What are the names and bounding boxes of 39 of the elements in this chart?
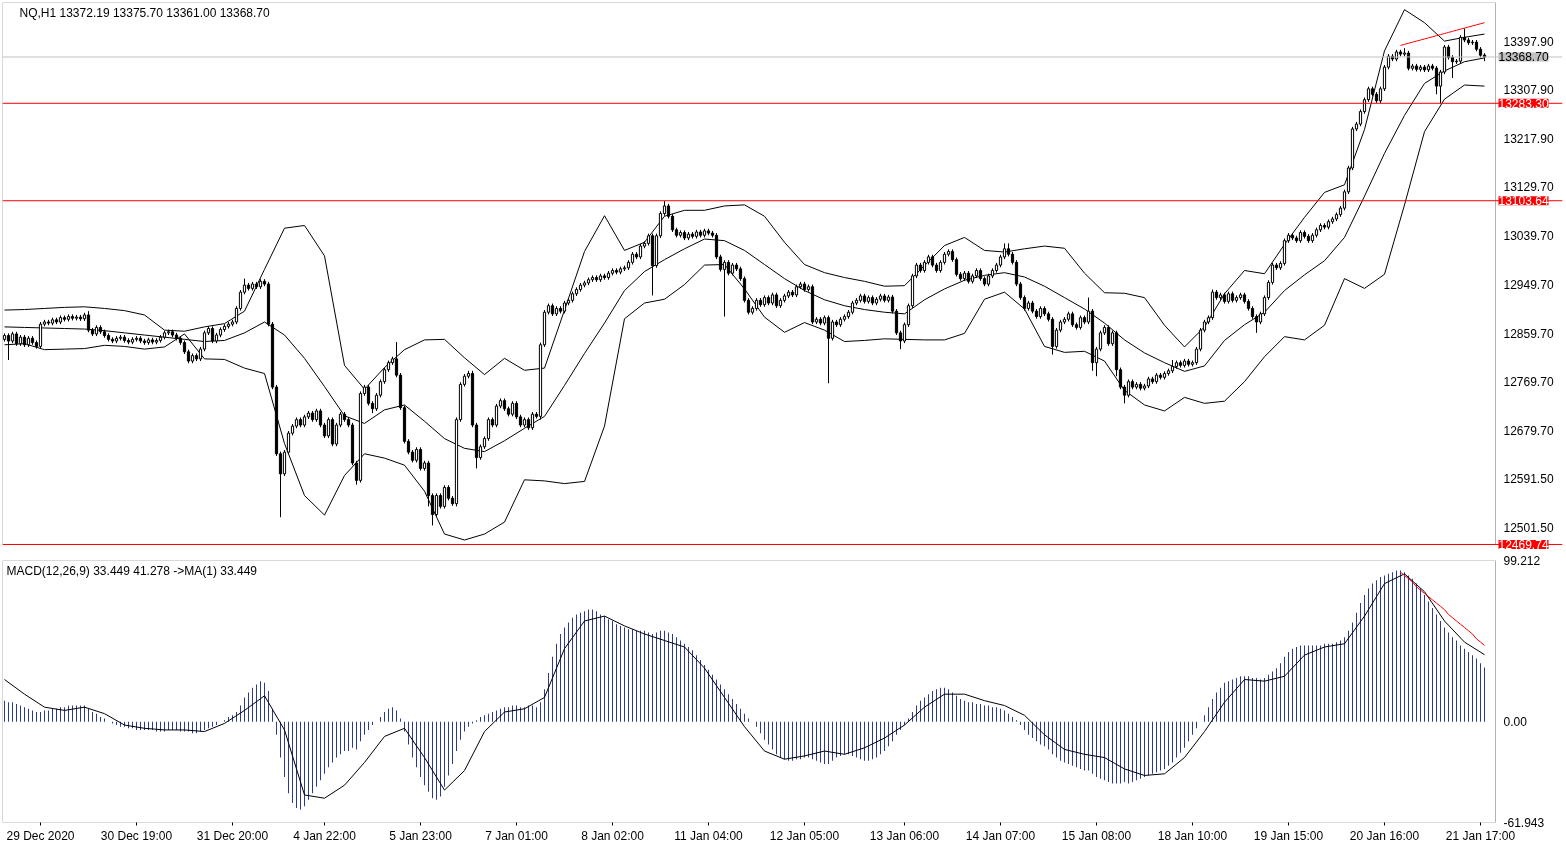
y-tick-label: 99.212 — [1503, 554, 1541, 568]
x-tick-label: 8 Jan 02:00 — [581, 828, 645, 843]
x-tick-label: 12 Jan 05:00 — [769, 828, 840, 843]
y-tick-label: 12949.70 — [1503, 277, 1554, 292]
ref-line-label: 13283.30 — [1498, 96, 1549, 111]
y-tick-label: 12859.70 — [1503, 326, 1554, 341]
x-tick-label: 30 Dec 19:00 — [100, 828, 173, 843]
ref-line-label: 13368.70 — [1498, 50, 1549, 65]
x-tick-label: 4 Jan 22:00 — [293, 828, 357, 843]
y-tick-label: 12679.70 — [1503, 424, 1554, 439]
x-tick-label: 11 Jan 04:00 — [674, 828, 744, 843]
ref-line-label: 13103.64 — [1498, 194, 1549, 209]
x-tick-label: 31 Dec 20:00 — [196, 828, 269, 843]
x-tick-label: 15 Jan 08:00 — [1061, 828, 1132, 843]
y-tick-label: 12769.70 — [1503, 375, 1554, 390]
x-tick-label: 13 Jan 06:00 — [869, 828, 940, 843]
line-series — [1400, 571, 1485, 646]
x-tick-label: 29 Dec 2020 — [6, 828, 75, 843]
line-series — [1400, 22, 1485, 46]
candlestick — [1282, 238, 1287, 267]
x-tick-label: 18 Jan 10:00 — [1157, 828, 1228, 843]
y-tick-label: 12591.50 — [1503, 471, 1554, 486]
y-tick-label: 12501.50 — [1503, 520, 1554, 535]
chart-title: NQ,H1 13372.19 13375.70 13361.00 13368.70 — [19, 5, 271, 20]
x-tick-label: 14 Jan 07:00 — [965, 828, 1036, 843]
y-tick-label: 13039.70 — [1503, 228, 1554, 243]
x-tick-label: 19 Jan 15:00 — [1253, 828, 1324, 843]
y-tick-label: 0.00 — [1503, 715, 1528, 730]
x-tick-label: 5 Jan 23:00 — [389, 828, 453, 843]
y-tick-label: 13307.90 — [1503, 83, 1554, 98]
chart-title: MACD(12,26,9) 33.449 41.278 ->MA(1) 33.449 — [6, 563, 258, 578]
x-tick-label: 21 Jan 17:00 — [1445, 828, 1516, 843]
x-tick-label: 7 Jan 01:00 — [485, 828, 549, 843]
y-tick-label: 13217.90 — [1503, 132, 1554, 147]
ref-line-label: 12469.74 — [1498, 537, 1549, 552]
y-tick-label: 13397.90 — [1503, 34, 1554, 49]
x-tick-label: 20 Jan 16:00 — [1349, 828, 1420, 843]
y-tick-label: -61.943 — [1503, 816, 1545, 830]
y-tick-label: 13129.70 — [1503, 180, 1554, 195]
